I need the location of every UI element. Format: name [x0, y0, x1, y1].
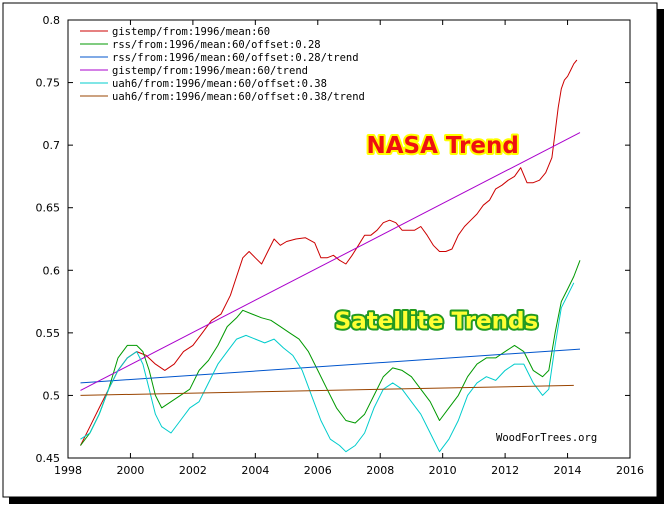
legend: gistemp/from:1996/mean:60rss/from:1996/m… — [80, 26, 365, 103]
legend-label: uah6/from:1996/mean:60/offset:0.38/trend — [112, 91, 365, 103]
plot-area — [67, 19, 631, 459]
y-tick-label: 0.45 — [36, 452, 61, 465]
legend-label: rss/from:1996/mean:60/offset:0.28/trend — [112, 52, 359, 64]
annotation-label: Satellite Trends — [335, 308, 539, 334]
x-tick-label: 2000 — [116, 464, 144, 477]
x-tick-label: 2006 — [304, 464, 332, 477]
x-tick-label: 2008 — [366, 464, 394, 477]
series-line-2 — [80, 348, 581, 384]
annotations: NASA Trend Satellite Trends — [333, 131, 541, 336]
y-tick-label: 0.7 — [43, 139, 61, 152]
series-line-5 — [80, 384, 574, 396]
legend-label: gistemp/from:1996/mean:60/trend — [112, 65, 308, 77]
series-line-1 — [80, 260, 581, 446]
y-tick-label: 0.6 — [43, 264, 61, 277]
x-tick-label: 2004 — [241, 464, 269, 477]
series-line-3 — [80, 132, 581, 391]
x-tick-label: 2016 — [616, 464, 644, 477]
annotation-label: NASA Trend — [366, 133, 518, 159]
x-tick-label: 2012 — [491, 464, 519, 477]
y-tick-label: 0.55 — [36, 327, 61, 340]
y-axis: 0.45 0.5 0.55 0.6 0.65 0.7 0.75 0.8 — [36, 14, 630, 465]
y-tick-label: 0.75 — [36, 77, 61, 90]
series-layer — [80, 59, 581, 453]
x-axis: 1998 2000 2002 2004 2006 2008 2010 2012 2014 2016 — [54, 20, 644, 477]
y-tick-label: 0.5 — [43, 389, 61, 402]
credit-label: WoodForTrees.org — [496, 432, 597, 444]
series-line-4 — [80, 282, 575, 453]
legend-label: rss/from:1996/mean:60/offset:0.28 — [112, 39, 321, 51]
x-tick-label: 1998 — [54, 464, 82, 477]
x-tick-label: 2014 — [554, 464, 582, 477]
x-tick-label: 2002 — [179, 464, 207, 477]
legend-label: uah6/from:1996/mean:60/offset:0.38 — [112, 78, 327, 90]
x-tick-label: 2010 — [429, 464, 457, 477]
y-tick-label: 0.65 — [36, 202, 61, 215]
legend-label: gistemp/from:1996/mean:60 — [112, 26, 270, 38]
y-tick-label: 0.8 — [43, 14, 61, 27]
series-line-0 — [80, 59, 578, 446]
